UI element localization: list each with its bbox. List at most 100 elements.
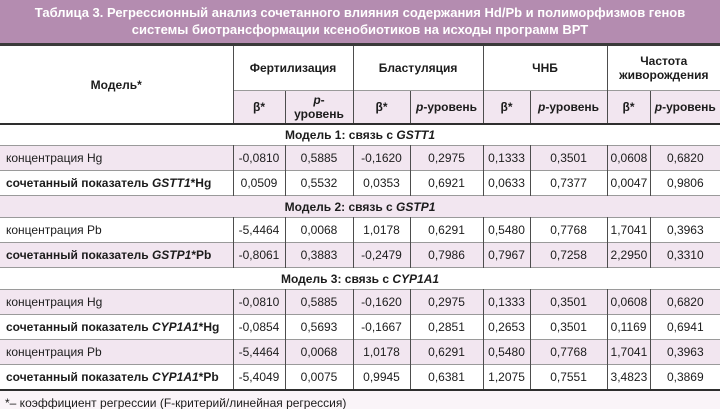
p-level-value-cell: 0,6381 [409, 364, 484, 390]
beta-value-cell: 0,9945 [352, 364, 411, 390]
row-label-cell: концентрация Hg [0, 145, 233, 171]
row-label-gene: GSTP1 [151, 248, 192, 263]
row-label-gene: GSTT1 [151, 176, 191, 191]
p-level-subheader-0: p-уровень [284, 89, 354, 124]
row-label-text: концентрация Pb [6, 345, 102, 360]
row-label-gene: CYP1A1 [151, 370, 199, 385]
table-body: Модель 1: связь с GSTT1 концентрация Hg -0… [0, 123, 720, 390]
row-label-text: сочетанный показатель [6, 176, 152, 191]
beta-value-cell: -0,0854 [232, 314, 285, 340]
beta-value-cell: 0,0047 [606, 170, 651, 196]
row-label-cell: сочетанный показатель GSTP1*Pb [0, 242, 233, 268]
beta-value-cell: -0,1667 [352, 314, 411, 340]
beta-value-cell: -5,4464 [232, 339, 285, 365]
row-label-cell: концентрация Pb [0, 217, 233, 243]
row-label-suffix: *Hg [190, 176, 212, 191]
row-label-cell: концентрация Pb [0, 339, 233, 365]
p-level-value-cell: 0,6921 [409, 170, 484, 196]
p-level-subheader-3: p-уровень [649, 89, 720, 124]
group-header-0: Фертилизация [232, 46, 354, 91]
beta-value-cell: 0,1333 [482, 145, 531, 171]
beta-value-cell: -0,1620 [352, 145, 411, 171]
p-level-value-cell: 0,3501 [529, 289, 608, 315]
table-row: концентрация Hg -0,0810 0,5885 -0,1620 0,297… [0, 145, 720, 171]
p-suffix: -уровень [662, 99, 716, 114]
p-level-value-cell: 0,6820 [649, 145, 720, 171]
section-gene-name: CYP1A1 [392, 271, 440, 286]
p-level-value-cell: 0,3963 [649, 217, 720, 243]
row-label-suffix: *Hg [198, 320, 220, 335]
p-level-value-cell: 0,7768 [529, 339, 608, 365]
row-label-cell: сочетанный показатель CYP1A1*Hg [0, 314, 233, 340]
table-row: концентрация Hg -0,0810 0,5885 -0,1620 0,297… [0, 289, 720, 315]
p-suffix: -уровень [294, 92, 344, 121]
section-row-2: Модель 2: связь с GSTP1 [0, 195, 720, 218]
group-header-1: Бластуляция [352, 46, 484, 91]
p-level-value-cell: 0,6820 [649, 289, 720, 315]
p-level-value-cell: 0,3963 [649, 339, 720, 365]
beta-subheader-3: β* [606, 89, 651, 124]
p-level-value-cell: 0,2851 [409, 314, 484, 340]
p-level-value-cell: 0,3501 [529, 314, 608, 340]
section-heading-text: Модель 1: связь с [285, 128, 397, 143]
beta-value-cell: 0,5480 [482, 339, 531, 365]
table-header: Модель* Фертилизация Бластуляция ЧНБ Частота… [0, 46, 720, 124]
p-level-value-cell: 0,7377 [529, 170, 608, 196]
p-level-value-cell: 0,6941 [649, 314, 720, 340]
row-label-cell: концентрация Hg [0, 289, 233, 315]
beta-value-cell: 1,7041 [606, 217, 651, 243]
section-gene-name: GSTP1 [396, 199, 436, 214]
table-title: Таблица 3. Регрессионный анализ сочетанн… [0, 0, 720, 47]
p-level-value-cell: 0,7768 [529, 217, 608, 243]
beta-value-cell: 0,0509 [232, 170, 285, 196]
table-row: сочетанный показатель GSTP1*Pb -0,8061 0,3… [0, 242, 720, 268]
beta-value-cell: -0,0810 [232, 145, 285, 171]
table-row: концентрация Pb -5,4464 0,0068 1,0178 0,6291… [0, 217, 720, 243]
group-header-3: Частота живорождения [606, 46, 720, 91]
beta-value-cell: 0,5480 [482, 217, 531, 243]
p-level-value-cell: 0,3310 [649, 242, 720, 268]
model-column-header: Модель* [0, 46, 233, 124]
p-level-value-cell: 0,5885 [284, 289, 354, 315]
row-label-text: сочетанный показатель [6, 320, 152, 335]
group-header-2: ЧНБ [482, 46, 608, 91]
beta-value-cell: 0,0353 [352, 170, 411, 196]
beta-value-cell: 0,0633 [482, 170, 531, 196]
p-level-value-cell: 0,7258 [529, 242, 608, 268]
p-level-value-cell: 0,0068 [284, 339, 354, 365]
p-symbol: p [654, 99, 663, 114]
p-level-value-cell: 0,3883 [284, 242, 354, 268]
p-level-value-cell: 0,0075 [284, 364, 354, 390]
row-label-suffix: *Pb [191, 248, 212, 263]
beta-subheader-1: β* [352, 89, 411, 124]
section-gene-name: GSTT1 [396, 128, 436, 143]
beta-value-cell: -0,1620 [352, 289, 411, 315]
table-row: сочетанный показатель CYP1A1*Hg -0,0854 0,… [0, 314, 720, 340]
row-label-gene: CYP1A1 [151, 320, 199, 335]
p-level-subheader-2: p-уровень [529, 89, 608, 124]
section-row-3: Модель 3: связь с CYP1A1 [0, 267, 720, 290]
beta-value-cell: 1,2075 [482, 364, 531, 390]
row-label-text: концентрация Hg [6, 151, 103, 166]
beta-value-cell: 0,0608 [606, 289, 651, 315]
p-level-value-cell: 0,7551 [529, 364, 608, 390]
p-level-value-cell: 0,9806 [649, 170, 720, 196]
beta-value-cell: -0,0810 [232, 289, 285, 315]
beta-value-cell: 1,0178 [352, 339, 411, 365]
beta-value-cell: 0,1169 [606, 314, 651, 340]
beta-value-cell: 0,0608 [606, 145, 651, 171]
table-row: сочетанный показатель GSTT1*Hg 0,0509 0,55… [0, 170, 720, 196]
section-heading: Модель 1: связь с GSTT1 [0, 123, 720, 146]
p-symbol: p [538, 99, 546, 114]
section-heading: Модель 2: связь с GSTP1 [0, 195, 720, 218]
table-row: сочетанный показатель CYP1A1*Pb -5,4049 0,… [0, 364, 720, 390]
p-level-value-cell: 0,2975 [409, 289, 484, 315]
p-suffix: -уровень [423, 99, 478, 114]
p-level-subheader-1: p-уровень [409, 89, 484, 124]
beta-value-cell: 2,2950 [606, 242, 651, 268]
beta-value-cell: 0,7967 [482, 242, 531, 268]
beta-value-cell: -5,4049 [232, 364, 285, 390]
section-heading-text: Модель 2: связь с [284, 199, 397, 214]
beta-value-cell: 3,4823 [606, 364, 651, 390]
